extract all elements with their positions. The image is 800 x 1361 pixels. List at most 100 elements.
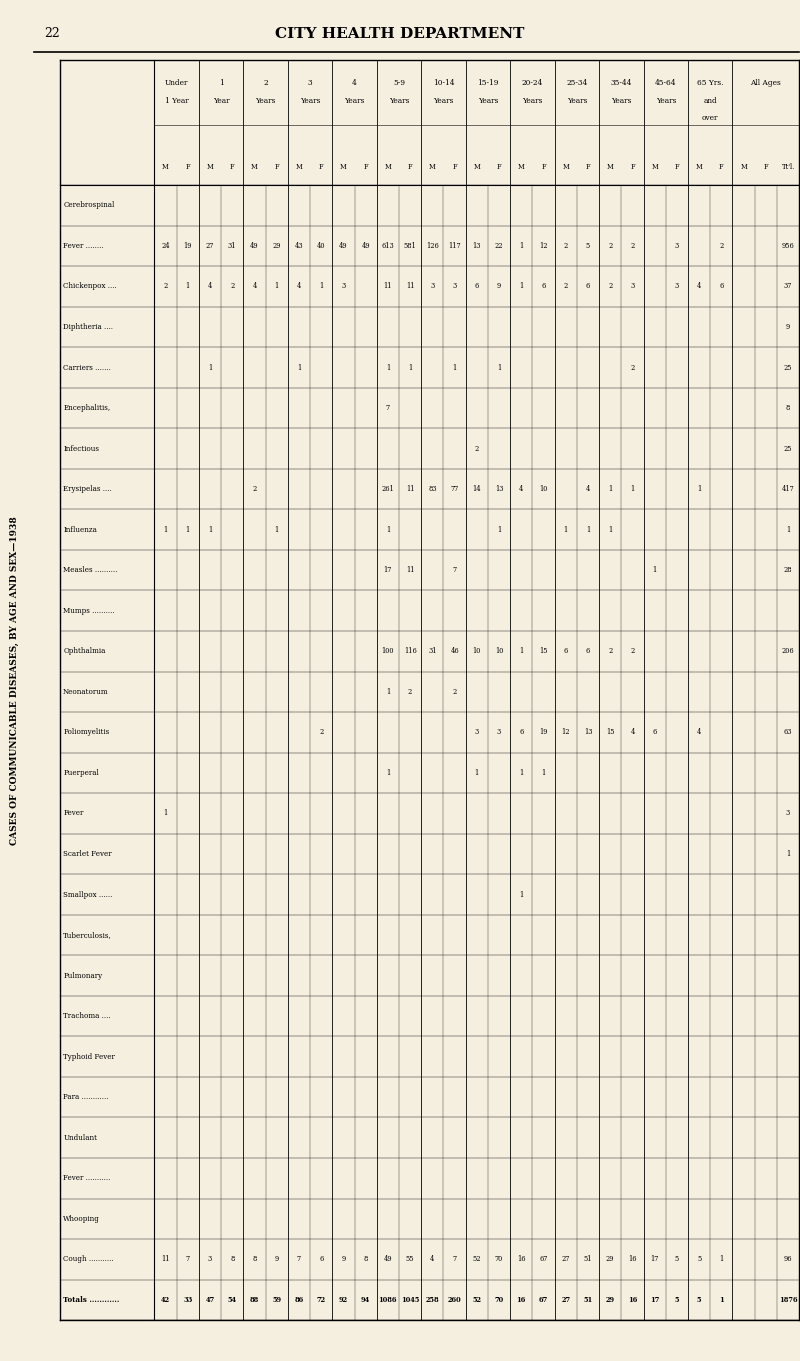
Text: 11: 11: [162, 1255, 170, 1263]
Text: 417: 417: [782, 485, 794, 493]
Text: 2: 2: [608, 648, 612, 655]
Text: Years: Years: [300, 97, 320, 105]
Text: 37: 37: [784, 283, 792, 290]
Text: Tuberculosis,: Tuberculosis,: [63, 931, 112, 939]
Text: 3: 3: [208, 1255, 212, 1263]
Text: 5: 5: [674, 1255, 679, 1263]
Text: 16: 16: [628, 1255, 637, 1263]
Text: 1: 1: [519, 242, 523, 250]
Text: Whooping: Whooping: [63, 1215, 100, 1222]
Text: 100: 100: [382, 648, 394, 655]
Text: Years: Years: [434, 97, 454, 105]
Text: 15: 15: [539, 648, 548, 655]
Text: Cough ...........: Cough ...........: [63, 1255, 114, 1263]
Text: 1: 1: [208, 363, 212, 372]
Text: 7: 7: [386, 404, 390, 412]
Text: 94: 94: [361, 1296, 370, 1304]
Text: Under: Under: [165, 79, 188, 87]
Text: 3: 3: [308, 79, 312, 87]
Text: 2: 2: [263, 79, 268, 87]
Text: 4: 4: [586, 485, 590, 493]
Text: 4: 4: [519, 485, 523, 493]
Text: Years: Years: [389, 97, 409, 105]
Text: 1: 1: [297, 363, 301, 372]
Text: 10: 10: [495, 648, 503, 655]
Text: 47: 47: [206, 1296, 214, 1304]
Text: Infectious: Infectious: [63, 445, 99, 453]
Text: Fever ...........: Fever ...........: [63, 1175, 110, 1183]
Text: Encephalitis,: Encephalitis,: [63, 404, 110, 412]
Text: 17: 17: [650, 1255, 659, 1263]
Text: 1: 1: [586, 525, 590, 534]
Text: 1: 1: [386, 363, 390, 372]
Text: 8: 8: [252, 1255, 257, 1263]
Text: 67: 67: [539, 1296, 548, 1304]
Text: 10-14: 10-14: [433, 79, 454, 87]
Text: 1: 1: [474, 769, 479, 777]
Text: Typhoid Fever: Typhoid Fever: [63, 1052, 115, 1060]
Text: 11: 11: [384, 283, 392, 290]
Text: Carriers .......: Carriers .......: [63, 363, 111, 372]
Text: 7: 7: [297, 1255, 301, 1263]
Text: Tt'l.: Tt'l.: [782, 163, 794, 171]
Text: 16: 16: [517, 1255, 526, 1263]
Text: 77: 77: [450, 485, 458, 493]
Text: F: F: [541, 163, 546, 171]
Text: 6: 6: [474, 283, 479, 290]
Text: 35-44: 35-44: [610, 79, 632, 87]
Text: 52: 52: [473, 1255, 481, 1263]
Text: 126: 126: [426, 242, 438, 250]
Text: Years: Years: [478, 97, 498, 105]
Text: 1: 1: [186, 525, 190, 534]
Text: 6: 6: [519, 728, 523, 736]
Text: 63: 63: [784, 728, 792, 736]
Text: 1: 1: [274, 283, 279, 290]
Text: 117: 117: [448, 242, 461, 250]
Text: 33: 33: [183, 1296, 192, 1304]
Text: 8: 8: [230, 1255, 234, 1263]
Text: Erysipelas ....: Erysipelas ....: [63, 485, 112, 493]
Text: M: M: [518, 163, 525, 171]
Text: 9: 9: [786, 323, 790, 331]
Text: 11: 11: [406, 566, 414, 574]
Text: 8: 8: [786, 404, 790, 412]
Text: 16: 16: [517, 1296, 526, 1304]
Text: 1: 1: [319, 283, 323, 290]
Text: 29: 29: [606, 1296, 614, 1304]
Text: 1876: 1876: [778, 1296, 798, 1304]
Text: 4: 4: [252, 283, 257, 290]
Text: 2: 2: [453, 687, 457, 695]
Text: 46: 46: [450, 648, 459, 655]
Text: 7: 7: [453, 566, 457, 574]
Text: 2: 2: [608, 283, 612, 290]
Text: 2: 2: [163, 283, 168, 290]
Text: 1: 1: [719, 1255, 723, 1263]
Text: Years: Years: [344, 97, 365, 105]
Text: F: F: [363, 163, 368, 171]
Text: 51: 51: [583, 1296, 593, 1304]
Text: 42: 42: [161, 1296, 170, 1304]
Text: M: M: [340, 163, 346, 171]
Text: 261: 261: [382, 485, 394, 493]
Text: 1: 1: [719, 1296, 724, 1304]
Text: Undulant: Undulant: [63, 1134, 98, 1142]
Text: 11: 11: [406, 485, 414, 493]
Text: 19: 19: [183, 242, 192, 250]
Text: 6: 6: [653, 728, 657, 736]
Text: 1: 1: [697, 485, 702, 493]
Text: F: F: [452, 163, 457, 171]
Text: 15: 15: [606, 728, 614, 736]
Text: Puerperal: Puerperal: [63, 769, 99, 777]
Text: Influenza: Influenza: [63, 525, 97, 534]
Text: 3: 3: [453, 283, 457, 290]
Text: 2: 2: [608, 242, 612, 250]
Text: 43: 43: [294, 242, 303, 250]
Text: 40: 40: [317, 242, 326, 250]
Text: 1: 1: [386, 687, 390, 695]
Text: 49: 49: [383, 1255, 392, 1263]
Text: 2: 2: [564, 283, 568, 290]
Text: 1: 1: [653, 566, 657, 574]
Text: 12: 12: [539, 242, 548, 250]
Text: 45-64: 45-64: [655, 79, 677, 87]
Text: 1: 1: [408, 363, 412, 372]
